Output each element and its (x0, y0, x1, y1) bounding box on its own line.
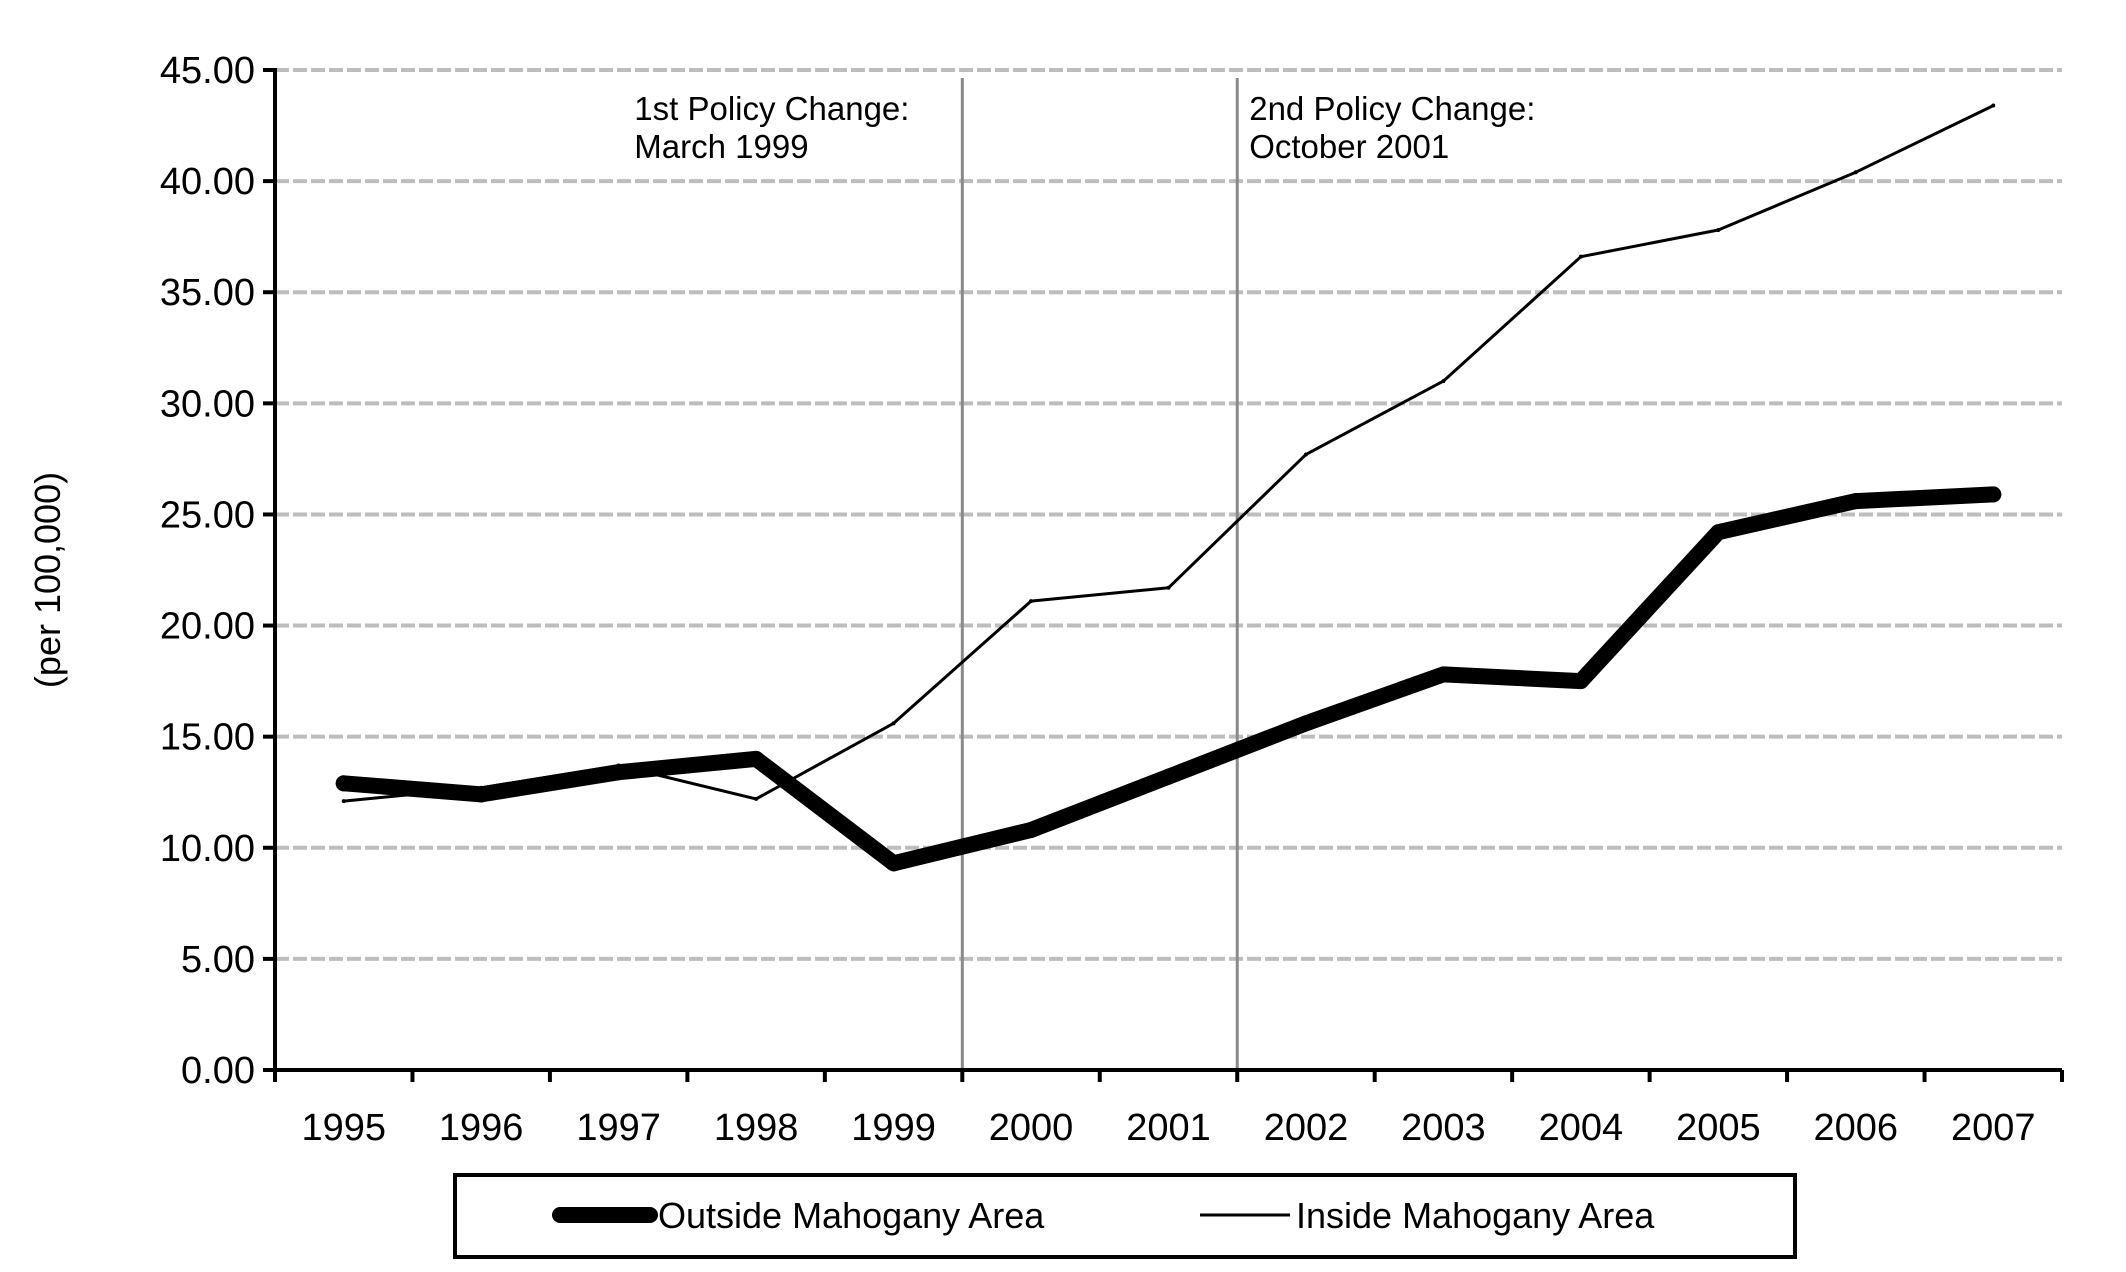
x-tick-label: 2002 (1264, 1107, 1349, 1149)
data-point-inside-2003 (1441, 379, 1446, 384)
y-tick-label: 10.00 (160, 828, 255, 870)
annotation-line1: 2nd Policy Change: (1249, 90, 1535, 127)
data-point-outside-1999 (885, 855, 902, 872)
data-point-outside-2006 (1847, 493, 1864, 510)
annotation-line2: March 1999 (634, 128, 808, 165)
x-tick-label: 2005 (1676, 1107, 1761, 1149)
data-point-outside-1996 (473, 786, 490, 803)
data-point-outside-2001 (1160, 768, 1177, 785)
y-tick-label: 20.00 (160, 606, 255, 648)
y-tick-label: 35.00 (160, 272, 255, 314)
data-point-outside-2007 (1985, 486, 2002, 503)
x-tick-label: 2007 (1951, 1107, 2036, 1149)
data-point-outside-2000 (1023, 822, 1040, 838)
data-point-outside-1995 (335, 775, 352, 792)
data-point-inside-1999 (891, 721, 896, 726)
y-tick-label: 5.00 (181, 939, 255, 981)
x-tick-label: 1995 (301, 1107, 386, 1149)
x-tick-labels: 1995 1996 1997 1998 1999 2000 2001 2002 2003 2004… (301, 1107, 2035, 1149)
x-tick-label: 1996 (439, 1107, 524, 1149)
data-point-inside-2001 (1166, 585, 1171, 590)
x-tick-label: 1998 (714, 1107, 799, 1149)
policy-change-lines (960, 78, 1239, 1068)
data-point-inside-2006 (1853, 170, 1858, 175)
legend-box (453, 1173, 1797, 1259)
y-tick-label: 25.00 (160, 494, 255, 536)
x-tick-label: 1997 (576, 1107, 661, 1149)
annotations: 1st Policy Change:March 1999 2nd Policy C… (634, 90, 1535, 165)
y-tick-label: 30.00 (160, 383, 255, 425)
x-tick-label: 2003 (1401, 1107, 1486, 1149)
series-layer (335, 103, 2002, 872)
legend-label-inside: Inside Mahogany Area (1296, 1195, 1655, 1236)
data-point-outside-2003 (1435, 666, 1452, 683)
data-point-inside-1998 (754, 796, 759, 801)
data-point-inside-2002 (1303, 452, 1308, 457)
x-tick-label: 1999 (851, 1107, 936, 1149)
series-line-inside (342, 104, 1995, 803)
x-tick-label: 2001 (1126, 1107, 1211, 1149)
y-axis-label: (per 100,000) (27, 472, 68, 688)
data-point-outside-2002 (1297, 715, 1314, 732)
data-point-inside-2004 (1578, 254, 1583, 259)
data-point-outside-2004 (1572, 673, 1589, 690)
data-point-inside-1997 (616, 763, 621, 768)
y-tick-label: 15.00 (160, 717, 255, 759)
y-tick-label: 0.00 (181, 1050, 255, 1092)
series-line-outside (335, 486, 2002, 872)
data-point-outside-1997 (610, 764, 627, 781)
axes (263, 68, 2064, 1082)
data-point-outside-1998 (748, 750, 765, 767)
data-point-inside-2000 (1029, 599, 1034, 604)
y-tick-labels: 0.00 5.00 10.00 15.00 20.00 25.00 30.00 35.00 40… (160, 50, 255, 1092)
y-tick-label: 45.00 (160, 50, 255, 92)
x-tick-label: 2000 (989, 1107, 1074, 1149)
gridlines (275, 68, 2062, 961)
x-tick-label: 2006 (1814, 1107, 1899, 1149)
legend-label-outside: Outside Mahogany Area (658, 1195, 1045, 1236)
legend: Outside Mahogany Area Inside Mahogany Ar… (453, 1173, 1797, 1259)
x-tick-label: 2004 (1539, 1107, 1624, 1149)
y-tick-label: 40.00 (160, 161, 255, 203)
annotation-line2: October 2001 (1249, 128, 1449, 165)
data-point-outside-2005 (1710, 524, 1727, 541)
data-point-inside-1995 (341, 799, 346, 804)
data-point-inside-2005 (1716, 228, 1721, 232)
data-point-inside-1996 (479, 785, 484, 790)
annotation-line1: 1st Policy Change: (634, 90, 909, 127)
data-point-inside-2007 (1991, 103, 1996, 108)
